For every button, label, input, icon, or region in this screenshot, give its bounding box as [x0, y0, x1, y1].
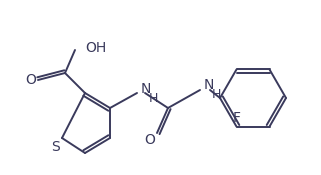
Text: N: N — [204, 78, 214, 92]
Text: O: O — [26, 73, 37, 87]
Text: O: O — [144, 133, 155, 147]
Text: S: S — [52, 140, 60, 154]
Text: H: H — [149, 92, 158, 104]
Text: F: F — [232, 111, 240, 125]
Text: N: N — [141, 82, 152, 96]
Text: H: H — [212, 89, 221, 101]
Text: OH: OH — [85, 41, 106, 55]
